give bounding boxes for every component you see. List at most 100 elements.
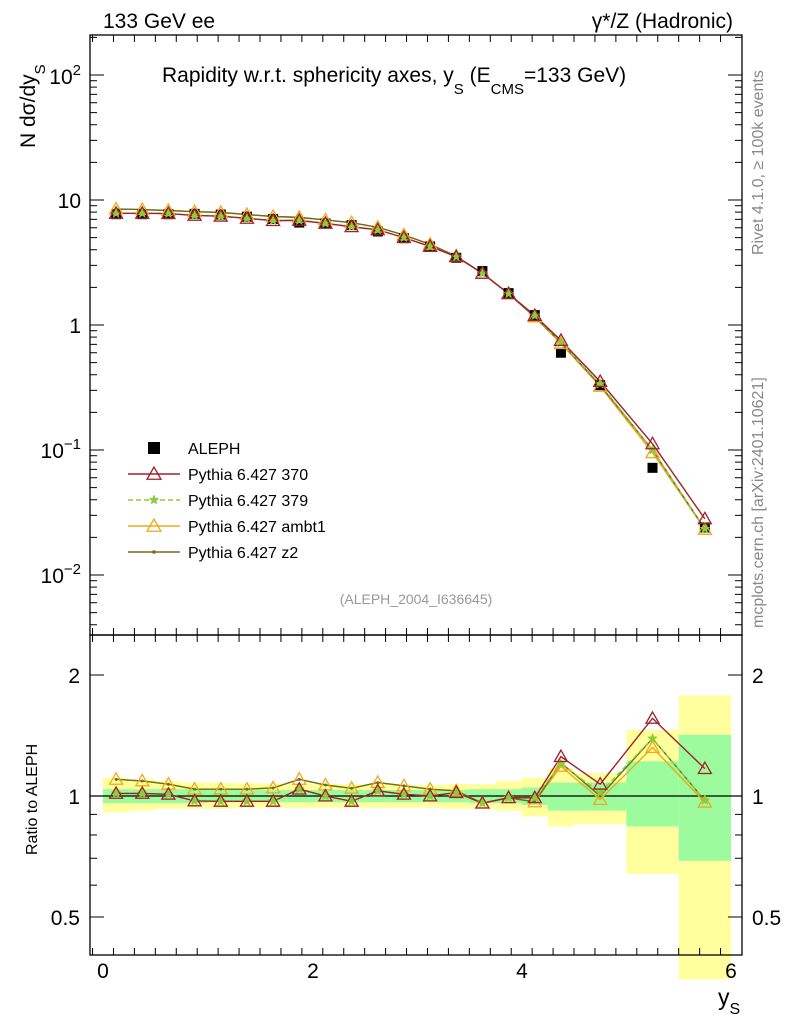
ratio-point-0 — [160, 786, 177, 800]
x-tick-label: 4 — [516, 960, 528, 983]
ratio-point-379 — [529, 792, 541, 803]
ratio-point-2 — [265, 780, 281, 794]
ratio-point-2 — [527, 794, 543, 808]
ratio-point-z2 — [376, 781, 380, 785]
ratio-point-0 — [370, 783, 386, 797]
series-point-379 — [450, 251, 462, 262]
ratio-panel-frame — [89, 634, 743, 956]
ratio-point-0 — [396, 786, 412, 800]
series-point-2 — [527, 309, 543, 323]
ratio-point-z2 — [323, 783, 327, 787]
aleph-data-point — [555, 347, 566, 358]
series-point-379 — [163, 207, 174, 219]
ratio-point-0 — [134, 785, 150, 799]
y-tick-label: 1 — [69, 315, 81, 338]
series-point-2 — [644, 444, 661, 459]
series-point-379 — [267, 214, 279, 226]
ratio-point-z2 — [140, 779, 144, 783]
axis-ticks — [90, 35, 742, 955]
ratio-point-z2 — [271, 786, 275, 790]
y-tick-label: 10 — [58, 190, 81, 213]
ratio-point-379 — [503, 792, 515, 803]
ratio-point-379 — [424, 790, 436, 801]
ratio-point-0 — [500, 789, 517, 804]
ratio-point-0 — [108, 785, 124, 799]
ratio-point-z2 — [402, 784, 406, 788]
series-point-0 — [291, 212, 307, 226]
series-point-0 — [474, 265, 491, 279]
header-right: γ*/Z (Hadronic) — [592, 10, 733, 33]
ratio-point-0 — [213, 793, 229, 807]
mcplots-label: mcplots.cern.ch [arXiv:2401.10621] — [750, 377, 767, 628]
ratio-point-379 — [215, 795, 227, 806]
ratio-point-379 — [136, 787, 148, 798]
ratio-point-z2 — [350, 786, 354, 790]
legend-marker-dot — [152, 550, 156, 554]
series-point-0 — [422, 238, 438, 252]
ratio-point-z2 — [166, 782, 170, 786]
ratio-point-z2 — [114, 777, 118, 781]
analysis-id: (ALEPH_2004_I636645) — [340, 591, 493, 607]
series-point-0 — [592, 373, 608, 388]
ratio-point-0 — [527, 789, 543, 804]
ratio-point-0 — [448, 784, 464, 799]
data-markers — [108, 201, 713, 809]
series-point-0 — [500, 285, 517, 300]
y-tick-labels-main: 102 10 1 10−1 10−2 — [41, 62, 81, 588]
ratio-point-379 — [372, 785, 384, 796]
x-tick-label: 0 — [97, 960, 109, 983]
ratio-axis-label: Ratio to ALEPH — [24, 744, 41, 855]
ratio-point-z2 — [219, 787, 223, 791]
legend-marker-star — [148, 494, 160, 505]
series-point-379 — [320, 217, 331, 228]
legend-label: Pythia 6.427 ambt1 — [188, 519, 326, 536]
series-point-0 — [108, 205, 124, 219]
ratio-point-2 — [448, 783, 464, 797]
series-point-0 — [448, 248, 464, 263]
ratio-tick-label-left: 2 — [68, 665, 80, 688]
x-axis-label: yS — [718, 984, 740, 1018]
ratio-point-379 — [241, 795, 253, 806]
ratio-point-379 — [267, 795, 279, 806]
series-point-379 — [189, 209, 200, 220]
ratio-point-z2 — [297, 777, 301, 781]
ratio-point-2 — [592, 791, 608, 806]
x-tick-label: 2 — [307, 960, 319, 983]
series-point-379 — [529, 309, 541, 321]
x-tick-labels: 0 2 4 6 — [97, 960, 737, 983]
ratio-point-z2 — [245, 787, 249, 791]
series-point-379 — [346, 221, 357, 232]
series-point-0 — [396, 229, 412, 244]
series-point-0 — [317, 215, 334, 229]
legend: ALEPH Pythia 6.427 370 Pythia 6.427 379 Pyt… — [128, 441, 326, 562]
ratio-point-2 — [697, 794, 713, 808]
ratio-tick-label-right: 0.5 — [752, 907, 781, 930]
series-point-379 — [398, 231, 410, 243]
ratio-point-2 — [644, 739, 661, 754]
legend-label: Pythia 6.427 z2 — [188, 545, 298, 562]
ratio-point-379 — [320, 790, 331, 801]
aleph-data-point — [647, 462, 658, 473]
y-tick-label: 102 — [49, 62, 81, 89]
ratio-point-0 — [697, 760, 713, 775]
series-point-2 — [592, 378, 608, 392]
ratio-point-2 — [108, 771, 124, 785]
ratio-point-2 — [553, 758, 569, 772]
ratio-point-z2 — [193, 787, 197, 791]
series-point-0 — [343, 218, 360, 233]
legend-marker-square — [148, 442, 160, 454]
series-point-379 — [110, 207, 122, 218]
series-point-379 — [503, 288, 515, 299]
ratio-point-0 — [422, 788, 438, 802]
series-point-0 — [186, 207, 203, 221]
legend-label: Pythia 6.427 379 — [188, 493, 308, 510]
ratio-point-379 — [477, 797, 488, 808]
series-point-0 — [697, 511, 713, 525]
series-point-0 — [160, 205, 177, 220]
ratio-point-0 — [291, 781, 307, 795]
series-point-0 — [527, 307, 543, 322]
ratio-point-379 — [647, 732, 658, 744]
ratio-point-379 — [699, 794, 711, 806]
ratio-point-0 — [644, 710, 661, 724]
